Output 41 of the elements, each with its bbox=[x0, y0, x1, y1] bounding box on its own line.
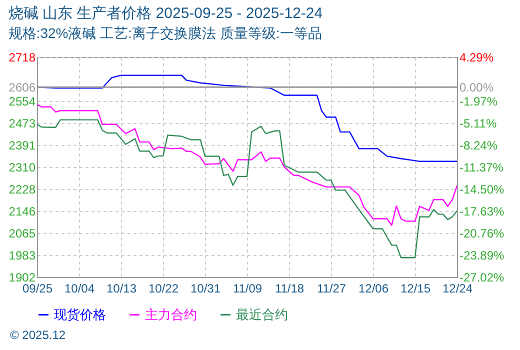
y-tick-label: 2065 bbox=[8, 226, 36, 241]
legend-label: 最近合约 bbox=[236, 306, 288, 322]
y-tick-label: 2228 bbox=[8, 182, 36, 197]
y2-tick-label: -8.24% bbox=[460, 138, 498, 153]
x-tick-label: 11/09 bbox=[232, 282, 262, 296]
legend-label: 主力合约 bbox=[145, 306, 197, 322]
x-tick-label: 12/06 bbox=[358, 282, 389, 296]
y2-tick-label: -27.02% bbox=[460, 270, 505, 284]
y-tick-label: 2391 bbox=[8, 138, 36, 153]
line-series bbox=[37, 104, 457, 226]
x-tick-label: 12/24 bbox=[442, 282, 473, 296]
legend-label: 现货价格 bbox=[54, 306, 106, 322]
x-tick-label: 11/18 bbox=[274, 282, 304, 296]
y2-tick-label: 4.29% bbox=[460, 50, 494, 64]
y2-tick-label: -14.50% bbox=[460, 182, 505, 197]
y-tick-label: 2554 bbox=[8, 94, 36, 109]
x-tick-label: 10/13 bbox=[106, 282, 137, 296]
y2-tick-label: 0.00% bbox=[460, 80, 494, 95]
y-tick-label: 2473 bbox=[8, 116, 36, 131]
y2-tick-label: -23.89% bbox=[460, 248, 505, 263]
x-tick-label: 09/25 bbox=[22, 282, 53, 296]
y2-tick-label: -17.63% bbox=[460, 204, 505, 219]
y2-tick-label: -5.11% bbox=[460, 116, 497, 131]
x-tick-label: 11/27 bbox=[316, 282, 346, 296]
y-tick-label: 1983 bbox=[8, 248, 36, 263]
y-tick-label: 1902 bbox=[8, 270, 36, 284]
y2-tick-label: -20.76% bbox=[460, 226, 505, 241]
text: © 2025.12 bbox=[10, 328, 66, 342]
line-series bbox=[37, 119, 457, 258]
chart-subtitle: 规格:32%液碱 工艺:离子交换膜法 质量等级:一等品 bbox=[8, 25, 322, 41]
y-tick-label: 2310 bbox=[8, 160, 36, 174]
y-tick-label: 2718 bbox=[8, 50, 36, 64]
x-tick-label: 12/15 bbox=[400, 282, 431, 296]
x-tick-label: 10/22 bbox=[148, 282, 179, 296]
x-tick-label: 10/31 bbox=[190, 282, 221, 296]
chart-title: 烧碱 山东 生产者价格 2025-09-25 - 2025-12-24 bbox=[8, 5, 323, 22]
y2-tick-label: -1.97% bbox=[460, 94, 498, 108]
y-tick-label: 2606 bbox=[8, 80, 36, 95]
y2-tick-label: -11.37% bbox=[460, 160, 504, 175]
x-tick-label: 10/04 bbox=[64, 282, 95, 296]
y-tick-label: 2146 bbox=[8, 204, 36, 219]
